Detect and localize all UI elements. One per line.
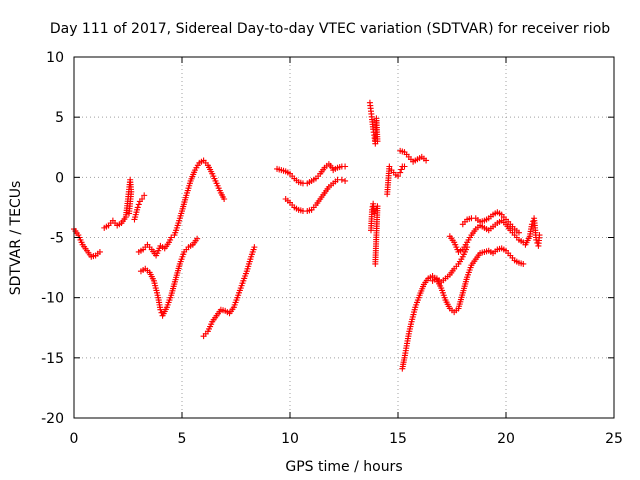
data-point [139, 195, 146, 202]
x-tick-labels: 0 5 10 15 20 25 [70, 431, 623, 447]
data-point [528, 221, 535, 228]
data-point [342, 163, 349, 170]
y-tick-label: 5 [55, 110, 64, 126]
y-tick-label: -10 [41, 291, 64, 307]
data-point [135, 201, 142, 208]
data-point [397, 169, 404, 176]
x-tick-label: 15 [389, 431, 407, 447]
x-tick-label: 25 [605, 431, 623, 447]
data-point [515, 229, 522, 236]
x-tick-label: 5 [178, 431, 187, 447]
data-point [372, 260, 379, 267]
data-point [126, 210, 133, 217]
data-point [401, 163, 408, 170]
data-point [536, 232, 543, 239]
y-tick-label: -5 [50, 231, 64, 247]
data-point [96, 248, 103, 255]
y-tick-labels: 10 5 0 -5 -10 -15 -20 [41, 50, 64, 427]
data-point [194, 235, 201, 242]
grid-lines [74, 57, 614, 418]
y-tick-label: -20 [41, 411, 64, 427]
data-point [338, 176, 345, 183]
data-point [251, 244, 258, 251]
data-point [134, 204, 141, 211]
data-point [342, 177, 349, 184]
data-point [141, 192, 148, 199]
y-tick-label: -15 [41, 351, 64, 367]
data-point [520, 260, 527, 267]
data-point [386, 163, 393, 170]
data-point [374, 138, 381, 145]
y-axis-label: SDTVAR / TECUs [8, 181, 24, 296]
data-point [221, 195, 228, 202]
data-point [423, 157, 430, 164]
data-point [395, 173, 401, 180]
x-tick-label: 0 [70, 431, 79, 447]
x-tick-label: 10 [281, 431, 299, 447]
chart-title: Day 111 of 2017, Sidereal Day-to-day VTE… [50, 21, 610, 37]
axis-ticks [73, 56, 615, 419]
data-point [398, 166, 405, 173]
x-axis-label: GPS time / hours [285, 459, 402, 475]
x-tick-label: 20 [497, 431, 515, 447]
y-tick-label: 0 [55, 170, 64, 186]
data-point [157, 306, 164, 313]
data-points [71, 99, 543, 372]
data-point [168, 234, 175, 241]
y-tick-label: 10 [46, 50, 64, 66]
